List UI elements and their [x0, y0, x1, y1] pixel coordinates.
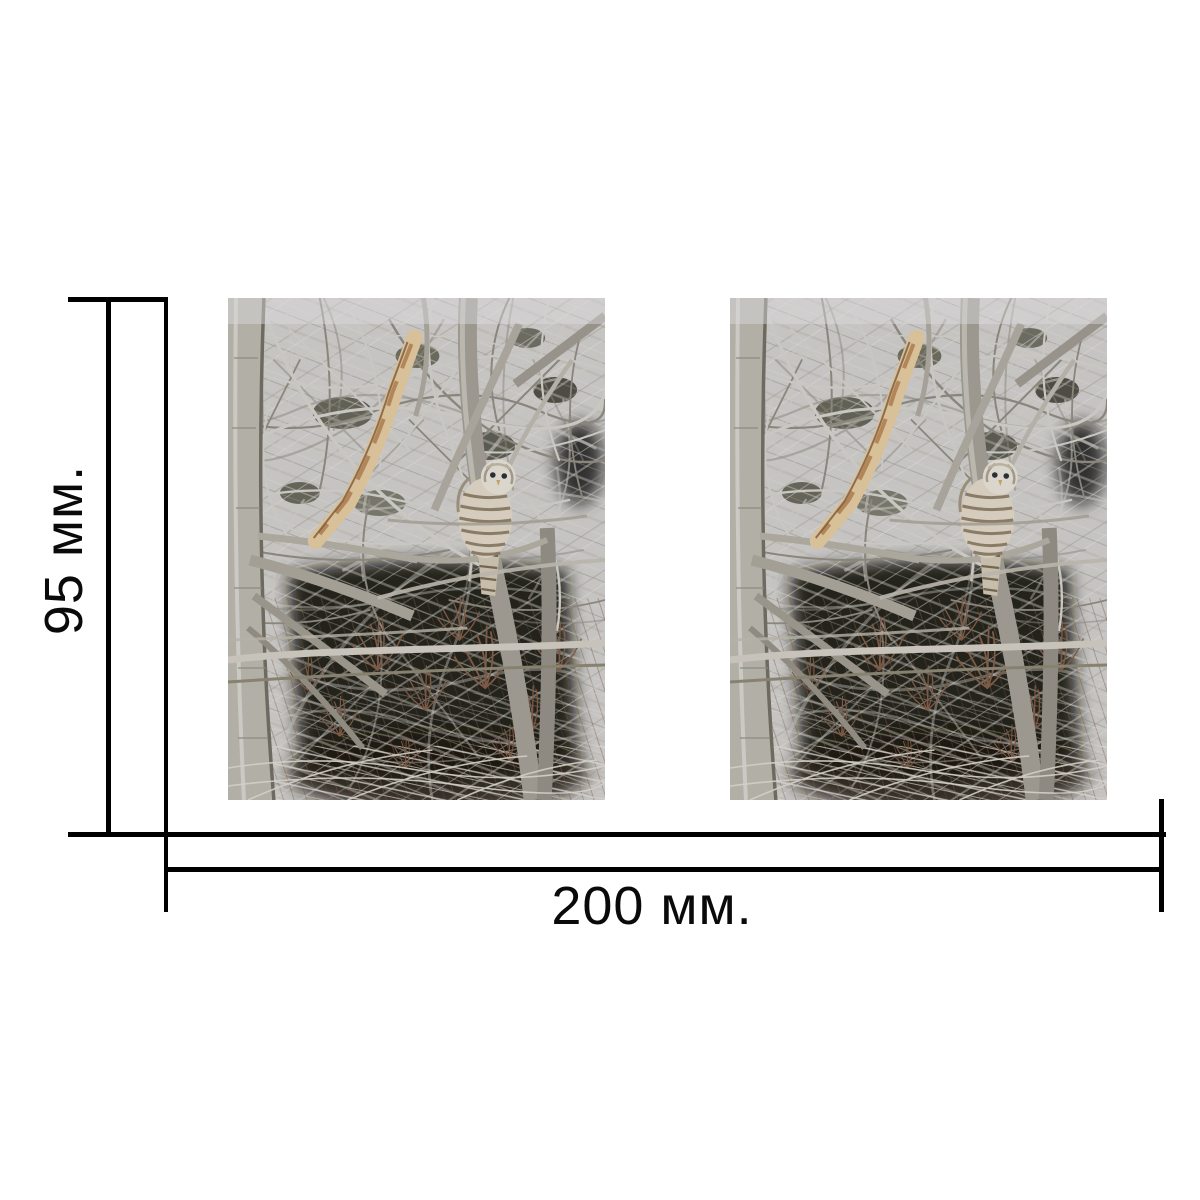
owl-photo-image: [730, 298, 1107, 800]
owl-photo-image: [228, 298, 605, 800]
product-photo-right: [730, 298, 1107, 800]
width-dimension-line: [164, 867, 1164, 872]
right-extension-line: [1159, 799, 1164, 912]
height-dimension-label: 95 мм.: [34, 464, 94, 636]
height-dimension-top-tick: [68, 297, 167, 302]
height-dimension-line: [106, 297, 111, 837]
bottom-edge-line: [68, 832, 1166, 837]
width-dimension-label: 200 мм.: [551, 876, 753, 936]
product-photo-left: [228, 298, 605, 800]
left-extension-line: [164, 297, 168, 912]
